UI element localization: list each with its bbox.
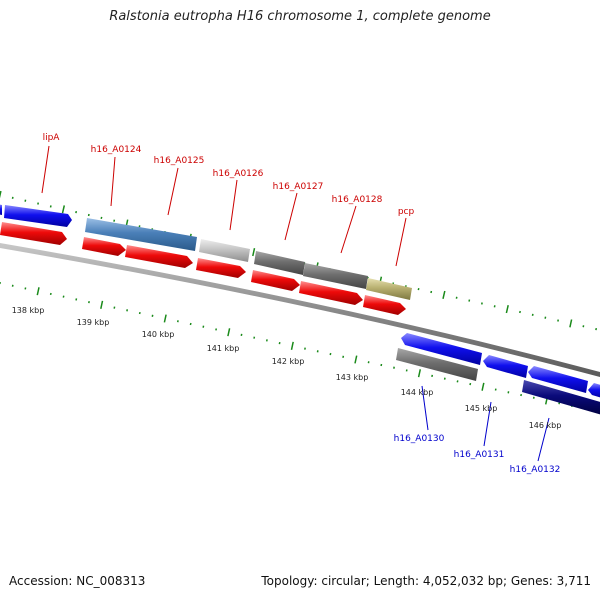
leader-line-h16_A0131 [483, 401, 492, 447]
gene-label-h16_A0125: h16_A0125 [154, 156, 205, 166]
gene-label-h16_A0127: h16_A0127 [273, 182, 324, 192]
leader-line-h16_A0132 [537, 417, 550, 462]
gene-h16_A0124[interactable] [85, 218, 197, 251]
gene-label-h16_A0128: h16_A0128 [332, 195, 383, 205]
chromosome-backbone [0, 243, 600, 377]
inner-track-minor-tick [329, 352, 332, 356]
gene-label-h16_A0131: h16_A0131 [454, 450, 505, 460]
gene-label-h16_A0130: h16_A0130 [394, 434, 445, 444]
gene-h16_A0126[interactable] [199, 239, 250, 262]
gene-label-h16_A0126: h16_A0126 [213, 169, 264, 179]
gene-pcp[interactable] [366, 278, 412, 300]
inner-track-minor-tick [342, 355, 345, 358]
gene-label-h16_A0132: h16_A0132 [510, 465, 561, 475]
outer-track-major-tick [569, 319, 573, 328]
scale-label-141kbp: 141 kbp [207, 344, 240, 353]
inner-track-minor-tick [75, 298, 78, 301]
outer-track-minor-tick [37, 202, 40, 205]
scale-label-144kbp: 144 kbp [401, 388, 434, 397]
scale-label-143kbp: 143 kbp [336, 373, 369, 382]
gene-pcp-inner[interactable] [363, 295, 406, 315]
outer-track-minor-tick [557, 319, 560, 322]
leader-line-h16_A0127 [284, 192, 298, 241]
gene-h16_A0128-inner[interactable] [299, 281, 363, 305]
gene-h16_A0131[interactable] [483, 355, 528, 378]
scale-label-146kbp: 146 kbp [529, 421, 562, 430]
outer-track-minor-tick [24, 199, 27, 202]
inner-track-major-tick [163, 314, 167, 323]
outer-track-minor-tick [480, 302, 483, 305]
outer-track-minor-tick [100, 216, 103, 219]
gene-h16_A0126-inner[interactable] [196, 258, 246, 278]
forward-leader-lines [41, 145, 407, 267]
inner-track-major-tick [481, 382, 485, 391]
scale-label-139kbp: 139 kbp [77, 318, 110, 327]
outer-track-major-tick [61, 205, 66, 214]
leader-line-h16_A0130 [421, 385, 429, 431]
gene-h16_A0128[interactable] [303, 263, 368, 289]
leader-line-h16_A0126 [229, 179, 238, 231]
inner-track-major-tick [417, 369, 422, 378]
map-title: Ralstonia eutropha H16 chromosome 1, com… [109, 9, 491, 24]
genome-stats-label: Topology: circular; Length: 4,052,032 bp… [261, 574, 591, 588]
inner-track-major-tick [354, 355, 358, 364]
outer-track-minor-tick [417, 288, 420, 291]
inner-track-major-tick [227, 328, 231, 337]
gene-h16_A0130[interactable] [401, 333, 482, 365]
accession-label: Accession: NC_008313 [9, 574, 146, 588]
inner-track-minor-tick [469, 382, 472, 386]
inner-track-minor-tick [189, 322, 192, 326]
scale-label-140kbp: 140 kbp [142, 330, 175, 339]
gene-label-h16_A0124: h16_A0124 [91, 145, 142, 155]
leader-line-h16_A0124 [110, 156, 116, 207]
scale-label-138kbp: 138 kbp [12, 306, 45, 315]
outer-track-minor-tick [544, 316, 547, 319]
inner-track-major-tick [290, 341, 294, 350]
inner-track-minor-tick [202, 325, 205, 328]
inner-track-major-tick [100, 300, 104, 309]
inner-track-major-tick [36, 287, 40, 296]
gene-lipA-inner[interactable] [0, 222, 67, 245]
inner-track-minor-tick [62, 295, 65, 298]
gene-h16_A0125[interactable] [125, 245, 193, 268]
leader-line-lipA [41, 145, 50, 194]
gene-h16_A0127[interactable] [254, 251, 305, 275]
gene-lipA-upstream[interactable] [0, 204, 2, 215]
gene-label-lipA: lipA [43, 133, 61, 143]
gene-next-forward[interactable] [588, 383, 600, 398]
gene-h16_A0130-inner[interactable] [396, 348, 478, 381]
gene-h16_A0124-inner[interactable] [82, 237, 126, 256]
outer-track-minor-tick [493, 305, 496, 308]
leader-line-h16_A0125 [167, 167, 179, 216]
gene-label-pcp: pcp [398, 207, 415, 217]
scale-label-142kbp: 142 kbp [272, 357, 305, 366]
leader-line-pcp [395, 217, 407, 267]
inner-track-minor-tick [456, 380, 459, 383]
outer-track-major-tick [0, 190, 2, 199]
outer-track-minor-tick [49, 205, 52, 208]
outer-track-major-tick [505, 305, 509, 314]
gene-h16_A0127-inner[interactable] [251, 270, 300, 291]
reverse-leader-lines [421, 385, 550, 462]
leader-line-h16_A0128 [340, 205, 357, 254]
outer-track-major-tick [442, 290, 446, 299]
gene-h16_A0132[interactable] [528, 366, 588, 393]
outer-track-major-tick [252, 248, 256, 257]
outer-track-minor-tick [113, 219, 116, 222]
scale-label-145kbp: 145 kbp [465, 404, 498, 413]
gene-lipA[interactable] [4, 205, 72, 227]
gene-h16_A0132-inner[interactable] [522, 380, 600, 415]
outer-track-minor-tick [468, 299, 471, 302]
